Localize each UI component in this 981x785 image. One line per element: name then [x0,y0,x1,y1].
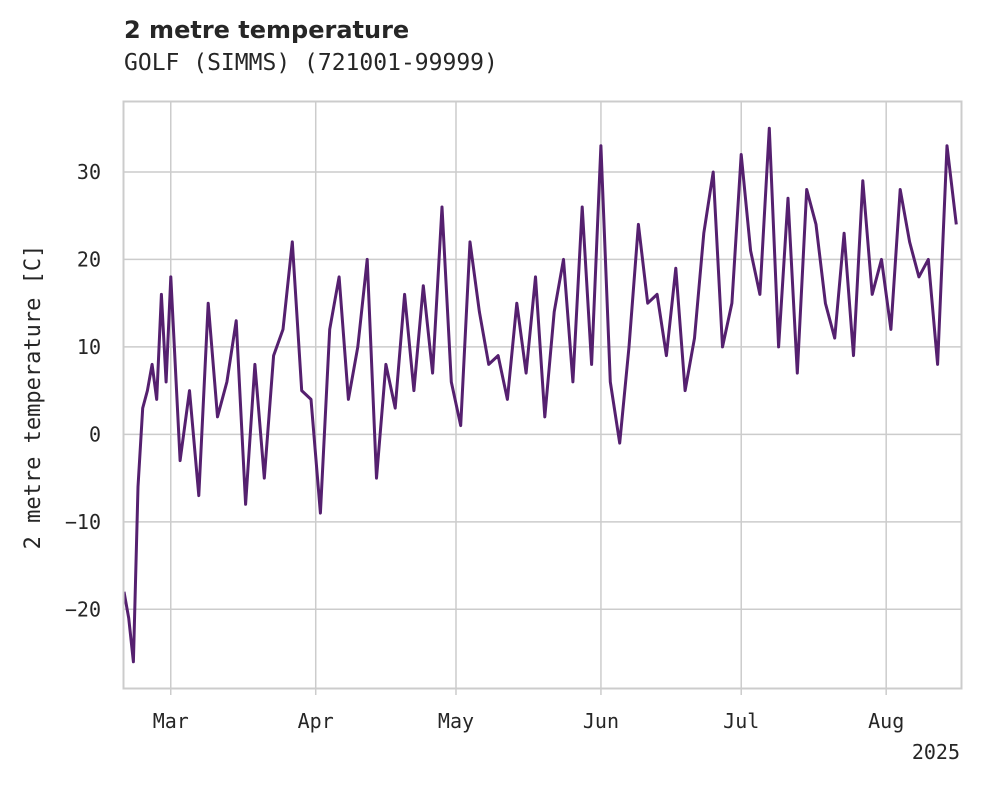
chart-title: 2 metre temperature [124,16,410,44]
x-tick-label: Jul [723,709,759,733]
x-tick-label: Aug [868,709,904,733]
y-tick-label: −20 [65,597,101,621]
y-tick-label: 30 [77,160,101,184]
y-axis-label: 2 metre temperature [C] [21,245,46,550]
x-tick-label: Jun [583,709,619,733]
series-layer [122,126,958,664]
y-tick-label: 20 [77,247,101,271]
grid-layer [124,102,961,688]
y-tick-label: −10 [65,510,101,534]
x-tick-label: May [438,709,474,733]
axes-layer: −20 −10 0 10 20 30 Mar Apr May Jun Jul Aug [65,160,904,733]
temperature-line [122,126,958,664]
x-offset-label: 2025 [912,740,960,764]
x-tick-label: Apr [298,709,334,733]
y-tick-label: 0 [89,422,101,446]
x-tick-label: Mar [153,709,189,733]
y-tick-label: 10 [77,335,101,359]
plot-frame [122,100,963,690]
chart-subtitle: GOLF (SIMMS) (721001-99999) [124,50,498,76]
